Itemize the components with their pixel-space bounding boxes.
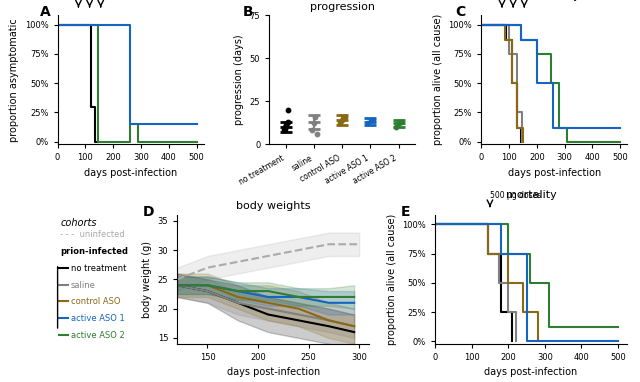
Title: body weights: body weights bbox=[236, 201, 310, 211]
Text: prion-infected: prion-infected bbox=[60, 247, 128, 256]
Point bbox=[340, 113, 350, 120]
Point bbox=[337, 117, 348, 123]
Title: progression: progression bbox=[310, 2, 375, 12]
Point bbox=[391, 124, 401, 130]
Text: active ASO 2: active ASO 2 bbox=[71, 331, 125, 340]
Point bbox=[363, 120, 373, 126]
Point bbox=[396, 119, 406, 125]
Text: saline: saline bbox=[71, 281, 96, 290]
Point bbox=[283, 119, 293, 125]
Point bbox=[367, 117, 378, 123]
Text: C: C bbox=[455, 5, 465, 19]
Point bbox=[284, 107, 294, 113]
Text: E: E bbox=[401, 205, 410, 219]
Point bbox=[279, 127, 289, 133]
Text: control ASO: control ASO bbox=[71, 298, 120, 306]
Text: cohorts: cohorts bbox=[60, 217, 97, 228]
Y-axis label: proportion alive (all cause): proportion alive (all cause) bbox=[387, 214, 397, 345]
Y-axis label: progression (days): progression (days) bbox=[234, 34, 244, 125]
Y-axis label: body weight (g): body weight (g) bbox=[142, 241, 152, 318]
Point bbox=[282, 120, 292, 126]
Point bbox=[312, 131, 322, 137]
Y-axis label: proportion alive (all cause): proportion alive (all cause) bbox=[433, 14, 443, 145]
Point bbox=[280, 124, 291, 130]
Point bbox=[394, 120, 404, 126]
Y-axis label: proportion asymptomatic: proportion asymptomatic bbox=[9, 18, 19, 142]
X-axis label: days post-infection: days post-infection bbox=[508, 168, 601, 178]
Point bbox=[280, 126, 290, 132]
Text: no treatment: no treatment bbox=[71, 264, 127, 273]
Text: active ASO 1: active ASO 1 bbox=[71, 314, 125, 323]
Point bbox=[281, 122, 291, 128]
Text: - - -  uninfected: - - - uninfected bbox=[60, 230, 125, 240]
X-axis label: days post-infection: days post-infection bbox=[84, 168, 177, 178]
X-axis label: days post-infection: days post-infection bbox=[484, 367, 578, 377]
Title: mortality: mortality bbox=[529, 0, 580, 1]
Text: 500 μg doses: 500 μg doses bbox=[490, 191, 541, 199]
Text: A: A bbox=[40, 5, 51, 19]
Point bbox=[307, 127, 317, 133]
Text: D: D bbox=[143, 205, 154, 219]
Point bbox=[310, 113, 320, 120]
Title: onset: onset bbox=[115, 0, 146, 1]
Title: mortality: mortality bbox=[506, 190, 557, 200]
X-axis label: days post-infection: days post-infection bbox=[227, 367, 320, 377]
Point bbox=[308, 120, 319, 126]
Point bbox=[335, 120, 345, 126]
Text: B: B bbox=[243, 5, 253, 19]
